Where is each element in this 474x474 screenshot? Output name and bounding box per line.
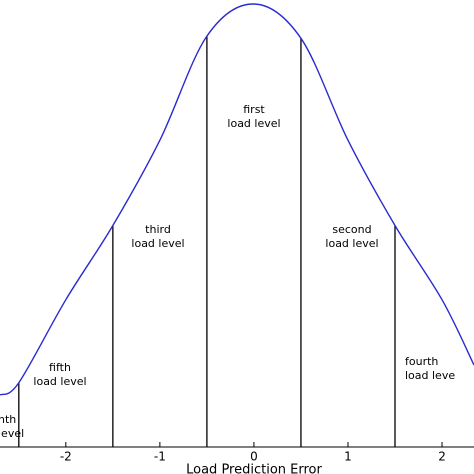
annotation: level: [0, 427, 24, 440]
annotation: fifth: [49, 361, 71, 374]
x-tick-label: 2: [438, 450, 446, 464]
annotation: load level: [227, 117, 280, 130]
x-tick-label: 0: [250, 450, 258, 464]
annotation: nth: [0, 413, 16, 426]
x-tick-label: -2: [60, 450, 72, 464]
annotation: second: [332, 223, 371, 236]
annotation: third: [145, 223, 171, 236]
annotation: load level: [131, 237, 184, 250]
x-tick-label: -1: [154, 450, 166, 464]
curve: [0, 3, 474, 396]
annotation: load level: [325, 237, 378, 250]
annotation: load level: [33, 375, 86, 388]
x-axis-label: Load Prediction Error: [186, 463, 322, 474]
x-tick-label: 1: [344, 450, 352, 464]
annotation: fourth: [405, 355, 438, 368]
annotation: load leve: [405, 369, 455, 382]
annotation: first: [243, 103, 265, 116]
